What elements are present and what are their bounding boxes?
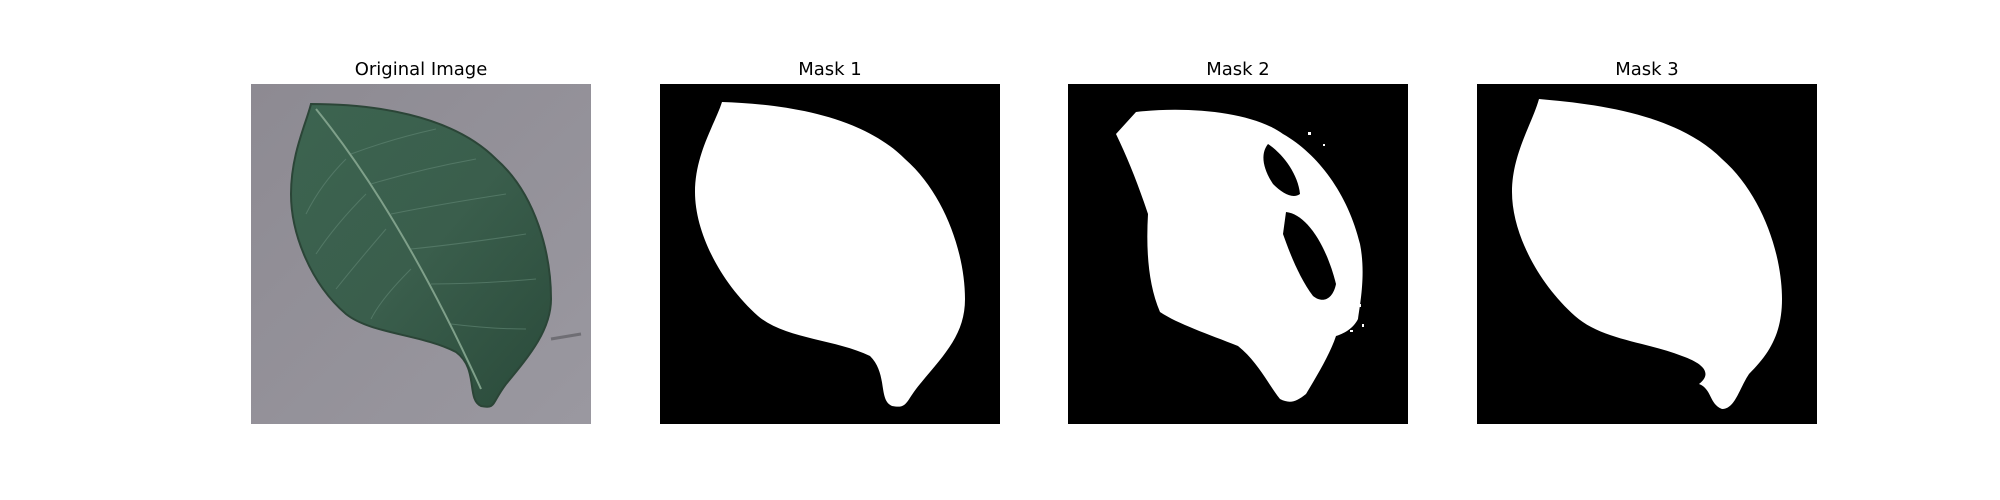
panel-title: Mask 2 (1206, 59, 1270, 80)
leaf-veins (305, 128, 537, 330)
panel-title: Mask 1 (798, 59, 862, 80)
mask-3 (1477, 84, 1817, 424)
mask-3-image (1477, 84, 1817, 424)
mask-hole (1263, 144, 1300, 196)
mask-2-image (1068, 84, 1408, 424)
original-image (251, 84, 591, 424)
panel-title: Original Image (354, 59, 488, 80)
mask-region (695, 102, 965, 407)
panel-title: Mask 3 (1615, 59, 1679, 80)
leaf-midrib (315, 108, 482, 390)
mask-region (1116, 109, 1363, 402)
mask-1-image (660, 84, 1000, 424)
mask-hole (1283, 212, 1336, 300)
leaf-photo (251, 84, 591, 424)
mask-2 (1068, 84, 1408, 424)
leaf-shape (289, 102, 553, 408)
mask-region (1512, 99, 1782, 409)
mask-noise (1308, 132, 1364, 332)
mask-1 (660, 84, 1000, 424)
